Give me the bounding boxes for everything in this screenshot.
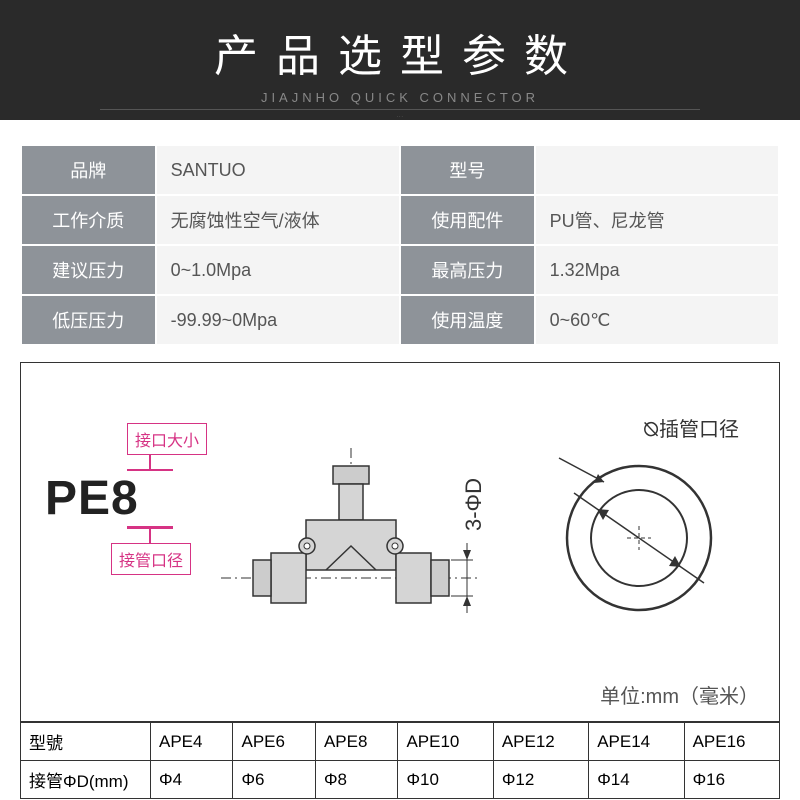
size-cell-model: APE8 bbox=[315, 723, 397, 761]
bore-diagram-icon bbox=[539, 438, 739, 638]
spec-label: 型号 bbox=[400, 145, 535, 195]
spec-value: SANTUO bbox=[156, 145, 400, 195]
size-cell-diameter: Φ12 bbox=[493, 761, 588, 799]
spec-table: 品牌SANTUO型号工作介质无腐蚀性空气/液体使用配件PU管、尼龙管建议压力0~… bbox=[20, 144, 780, 346]
size-cell-diameter: Φ16 bbox=[684, 761, 779, 799]
divider bbox=[100, 109, 700, 110]
dimension-label: 3-ΦD bbox=[461, 478, 487, 531]
spec-label: 品牌 bbox=[21, 145, 156, 195]
size-table: 型號APE4APE6APE8APE10APE12APE14APE16 接管ΦD(… bbox=[20, 722, 780, 799]
size-row-label: 型號 bbox=[21, 723, 151, 761]
model-legend: 接口大小 PE8 接管口径 bbox=[45, 423, 207, 575]
header-blurb: ... bbox=[0, 112, 800, 119]
callout-tube-diameter: 接管口径 bbox=[111, 543, 191, 575]
table-row: 品牌SANTUO型号 bbox=[21, 145, 779, 195]
spec-value: -99.99~0Mpa bbox=[156, 295, 400, 345]
table-row: 工作介质无腐蚀性空气/液体使用配件PU管、尼龙管 bbox=[21, 195, 779, 245]
size-cell-diameter: Φ8 bbox=[315, 761, 397, 799]
spec-label: 建议压力 bbox=[21, 245, 156, 295]
callout-interface-size: 接口大小 bbox=[127, 423, 207, 455]
spec-value bbox=[535, 145, 779, 195]
size-cell-diameter: Φ6 bbox=[233, 761, 315, 799]
unit-label: 单位:mm（毫米） bbox=[600, 680, 759, 709]
page-subtitle: JIAJNHO QUICK CONNECTOR bbox=[0, 90, 800, 105]
spec-label: 工作介质 bbox=[21, 195, 156, 245]
header: 产品选型参数 JIAJNHO QUICK CONNECTOR ... bbox=[0, 0, 800, 120]
table-row: 低压压力-99.99~0Mpa使用温度0~60℃ bbox=[21, 295, 779, 345]
spec-label: 最高压力 bbox=[400, 245, 535, 295]
tee-fitting-icon bbox=[221, 448, 481, 648]
size-cell-diameter: Φ4 bbox=[151, 761, 233, 799]
spec-value: 0~1.0Mpa bbox=[156, 245, 400, 295]
spec-value: PU管、尼龙管 bbox=[535, 195, 779, 245]
model-code: PE8 bbox=[45, 471, 207, 526]
size-cell-model: APE12 bbox=[493, 723, 588, 761]
spec-label: 使用配件 bbox=[400, 195, 535, 245]
diagram-area: 接口大小 PE8 接管口径 3-ΦD ⦰插 bbox=[20, 362, 780, 722]
spec-label: 低压压力 bbox=[21, 295, 156, 345]
size-cell-model: APE4 bbox=[151, 723, 233, 761]
spec-value: 无腐蚀性空气/液体 bbox=[156, 195, 400, 245]
spec-label: 使用温度 bbox=[400, 295, 535, 345]
size-cell-model: APE16 bbox=[684, 723, 779, 761]
spec-value: 0~60℃ bbox=[535, 295, 779, 345]
size-cell-diameter: Φ14 bbox=[589, 761, 684, 799]
size-cell-diameter: Φ10 bbox=[398, 761, 493, 799]
size-cell-model: APE10 bbox=[398, 723, 493, 761]
size-cell-model: APE6 bbox=[233, 723, 315, 761]
table-row: 建议压力0~1.0Mpa最高压力1.32Mpa bbox=[21, 245, 779, 295]
size-cell-model: APE14 bbox=[589, 723, 684, 761]
size-row-label: 接管ΦD(mm) bbox=[21, 761, 151, 799]
spec-value: 1.32Mpa bbox=[535, 245, 779, 295]
page-title: 产品选型参数 bbox=[0, 20, 800, 84]
